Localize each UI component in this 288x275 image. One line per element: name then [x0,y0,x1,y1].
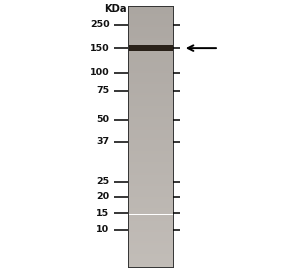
Text: 15: 15 [96,209,109,218]
Text: 150: 150 [90,44,109,53]
Text: 37: 37 [96,137,109,146]
Text: 75: 75 [96,86,109,95]
Text: 20: 20 [96,192,109,201]
Text: 25: 25 [96,177,109,186]
Text: 10: 10 [96,225,109,234]
Text: KDa: KDa [104,4,126,14]
Text: 250: 250 [90,20,109,29]
Text: 100: 100 [90,68,109,77]
Text: 50: 50 [96,115,109,124]
